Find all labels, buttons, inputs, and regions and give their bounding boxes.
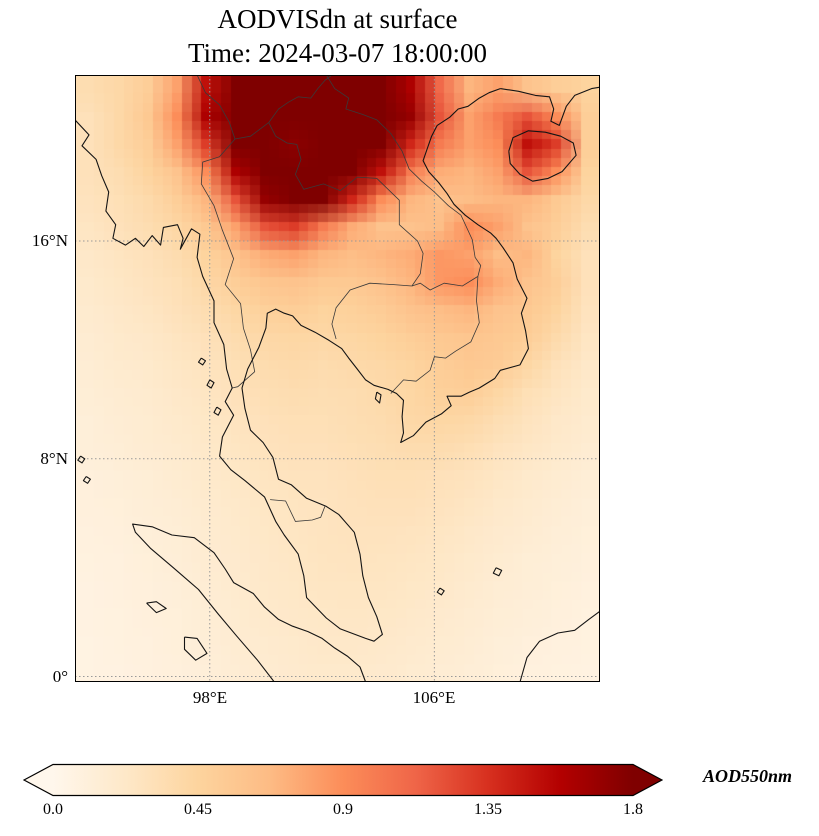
- aod-heatmap-canvas: [75, 75, 600, 682]
- colorbar-tick-045: 0.45: [184, 801, 212, 818]
- lon-tick-106e: 106°E: [412, 688, 456, 707]
- map-overlay-svg: [75, 75, 600, 682]
- lat-tick-8n: 8°N: [40, 449, 68, 468]
- colorbar-tick-135: 1.35: [474, 801, 502, 818]
- colorbar-tick-09: 0.9: [333, 801, 353, 818]
- lat-tick-16n: 16°N: [31, 231, 68, 250]
- plot-subtitle: Time: 2024-03-07 18:00:00: [187, 38, 488, 68]
- colorbar: [22, 763, 664, 797]
- colorbar-label: AOD550nm: [703, 766, 793, 786]
- lat-tick-0: 0°: [52, 667, 68, 686]
- plot-title: AODVISdn at surface: [217, 4, 458, 34]
- colorbar-tick-0: 0.0: [43, 801, 63, 818]
- colorbar-tick-18: 1.8: [623, 801, 643, 818]
- colorbar-svg: [22, 763, 664, 797]
- lon-tick-98e: 98°E: [192, 688, 228, 707]
- map-panel: [75, 75, 600, 682]
